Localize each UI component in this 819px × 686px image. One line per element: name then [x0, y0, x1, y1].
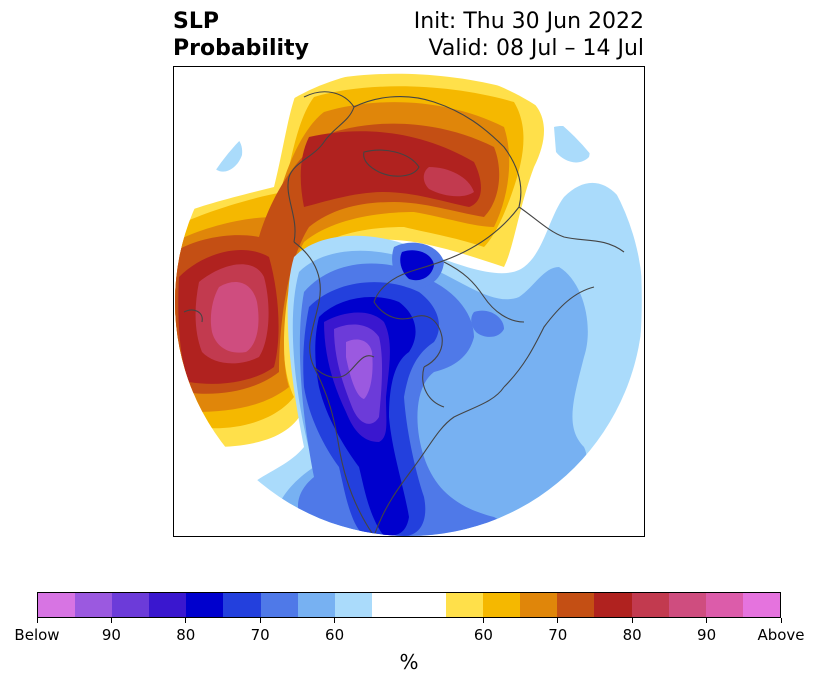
- above-contour-85: [210, 282, 259, 353]
- colorbar: [37, 592, 781, 618]
- colorbar-tick-label: 90: [101, 626, 121, 644]
- colorbar-swatch-above-7: [705, 593, 743, 617]
- above-contour-80: [195, 167, 474, 364]
- colorbar-tick-mark: [780, 618, 782, 623]
- colorbar-swatch-neutral: [371, 593, 447, 617]
- colorbar-tick-mark: [110, 618, 112, 623]
- colorbar-tick-mark: [706, 618, 708, 623]
- valid-range: Valid: 08 Jul – 14 Jul: [428, 36, 644, 61]
- coastlines: [183, 91, 625, 536]
- colorbar-swatch-above-3: [557, 593, 595, 617]
- colorbar-swatch-below-4: [186, 593, 224, 617]
- colorbar-tick-mark: [482, 618, 484, 623]
- title-product: Probability: [173, 36, 309, 61]
- probability-map: [175, 68, 643, 536]
- colorbar-swatch-below-5: [223, 593, 261, 617]
- colorbar-tick-mark: [36, 618, 38, 623]
- below-contour-70: [400, 250, 434, 281]
- colorbar-tick-label: 70: [548, 626, 568, 644]
- map-title-left: SLP Probability: [173, 8, 309, 62]
- below-contour-85: [346, 339, 373, 399]
- colorbar-swatch-above-6: [668, 593, 706, 617]
- colorbar-tick-label: 80: [622, 626, 642, 644]
- title-variable: SLP: [173, 9, 219, 34]
- below-contour-60: [471, 310, 504, 337]
- init-date: Init: Thu 30 Jun 2022: [413, 9, 644, 34]
- colorbar-swatch-below-3: [149, 593, 187, 617]
- colorbar-tick-mark: [185, 618, 187, 623]
- colorbar-tick-mark: [557, 618, 559, 623]
- colorbar-swatch-above-4: [594, 593, 632, 617]
- colorbar-tick-mark: [334, 618, 336, 623]
- colorbar-swatch-above-0: [446, 593, 484, 617]
- colorbar-tick-label: 60: [473, 626, 493, 644]
- colorbar-swatch-below-0: [38, 593, 76, 617]
- colorbar-tick-mark: [631, 618, 633, 623]
- colorbar-tick-label: 70: [250, 626, 270, 644]
- colorbar-tick-label: 90: [697, 626, 717, 644]
- below-anomaly-north-america: [234, 182, 642, 536]
- map-disk: [175, 68, 643, 536]
- colorbar-tick-label: 80: [176, 626, 196, 644]
- colorbar-swatch-below-7: [297, 593, 335, 617]
- above-anomaly-pacific: [175, 73, 544, 447]
- colorbar-tick-mark: [259, 618, 261, 623]
- map-panel: [173, 66, 645, 537]
- colorbar-swatch-above-5: [631, 593, 669, 617]
- colorbar-swatch-below-6: [260, 593, 298, 617]
- colorbar-swatch-above-1: [483, 593, 521, 617]
- colorbar-tick-label: 60: [325, 626, 345, 644]
- colorbar-swatch-below-1: [75, 593, 113, 617]
- colorbar-swatch-below-2: [112, 593, 150, 617]
- colorbar-swatch-above-8: [742, 593, 780, 617]
- map-title-right: Init: Thu 30 Jun 2022 Valid: 08 Jul – 14…: [414, 8, 644, 62]
- colorbar-swatch-above-2: [520, 593, 558, 617]
- colorbar-tick-label: Below: [14, 626, 60, 644]
- colorbar-swatch-below-8: [334, 593, 372, 617]
- colorbar-tick-label: Above: [757, 626, 805, 644]
- colorbar-unit: %: [399, 650, 419, 674]
